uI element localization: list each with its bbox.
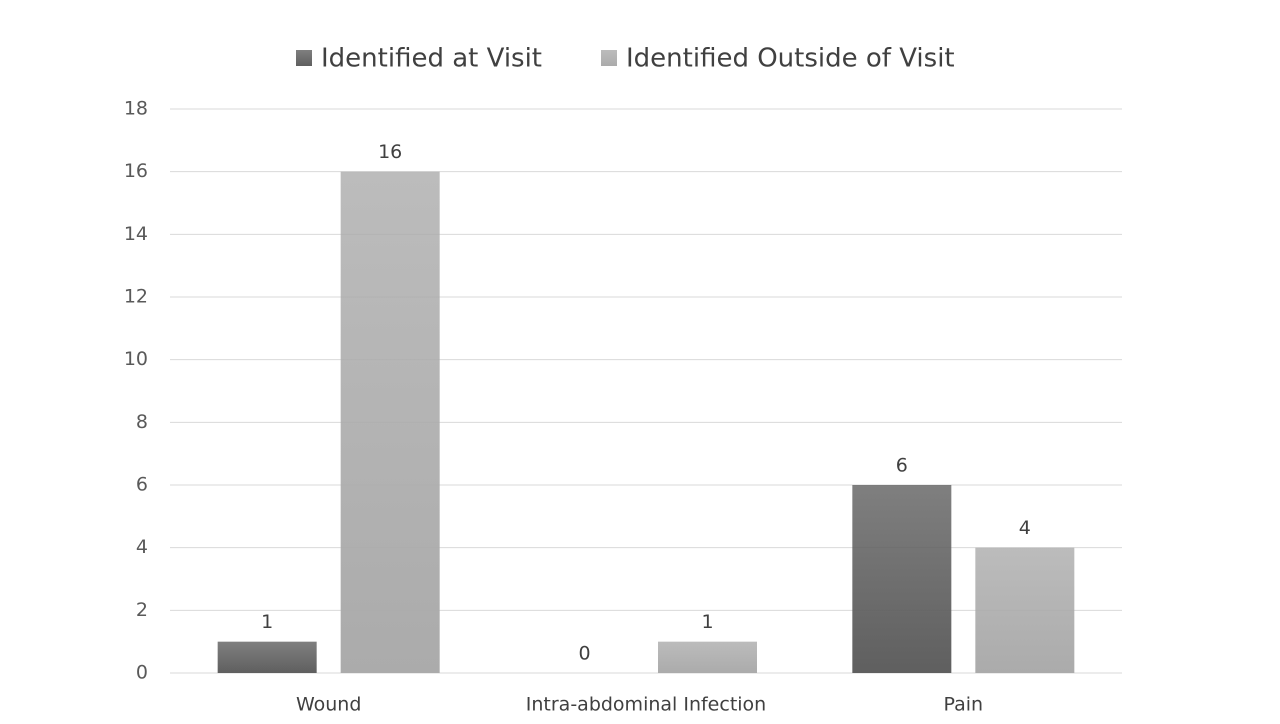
- x-tick-label: Intra-abdominal Infection: [526, 694, 766, 716]
- value-label: 6: [896, 455, 908, 477]
- x-tick-label: Wound: [296, 694, 361, 716]
- value-label: 1: [701, 611, 713, 633]
- y-tick-label: 18: [124, 98, 148, 120]
- y-tick-label: 14: [124, 223, 148, 245]
- x-tick-label: Pain: [944, 694, 984, 716]
- y-tick-label: 2: [136, 599, 148, 621]
- y-tick-label: 10: [124, 348, 148, 370]
- y-tick-label: 6: [136, 474, 148, 496]
- bar: [658, 641, 757, 673]
- value-label: 16: [378, 141, 402, 163]
- y-tick-label: 0: [136, 662, 148, 684]
- bar: [340, 171, 440, 673]
- legend-label: Identified Outside of Visit: [626, 44, 955, 74]
- bar: [217, 641, 317, 673]
- value-label: 1: [261, 611, 273, 633]
- legend-swatch: [601, 50, 617, 66]
- y-tick-label: 4: [136, 536, 148, 558]
- bar: [852, 485, 952, 673]
- value-label: 4: [1019, 517, 1031, 539]
- y-tick-label: 12: [124, 286, 148, 308]
- bar: [975, 547, 1075, 673]
- legend-swatch: [296, 50, 312, 66]
- y-tick-label: 8: [136, 411, 148, 433]
- y-tick-label: 16: [124, 160, 148, 182]
- legend-label: Identified at Visit: [321, 44, 542, 74]
- value-label: 0: [578, 643, 590, 665]
